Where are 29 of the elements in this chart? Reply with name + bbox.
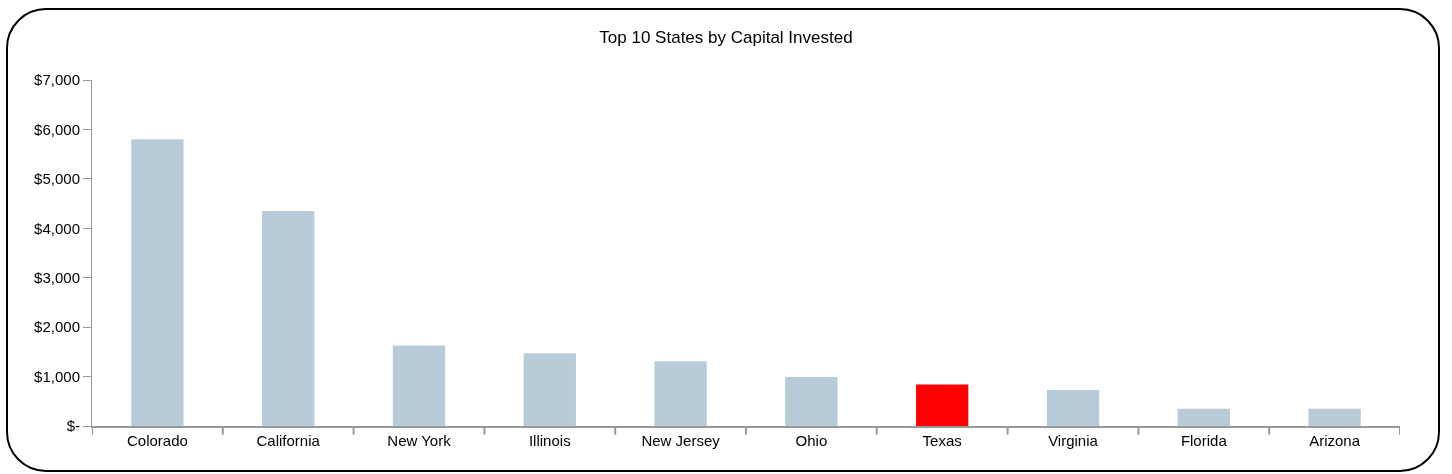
x-tick-label: Ohio <box>795 432 828 449</box>
bar <box>262 210 315 426</box>
bar <box>654 361 707 426</box>
y-tick-label: $- <box>66 417 80 435</box>
x-tick-label: Illinois <box>528 432 571 449</box>
y-tick-label: $4,000 <box>34 219 80 237</box>
x-tick-label: California <box>256 432 321 449</box>
chart-title: Top 10 States by Capital Invested <box>599 27 853 47</box>
bar <box>916 384 969 426</box>
y-tick-label: $1,000 <box>34 367 80 385</box>
bar <box>1177 408 1230 426</box>
x-tick-label: Texas <box>922 432 962 449</box>
y-tick-label: $5,000 <box>34 170 80 188</box>
x-tick-label: New York <box>387 432 452 449</box>
x-tick-label: Virginia <box>1048 432 1099 449</box>
x-tick-label: Arizona <box>1309 432 1361 449</box>
bar <box>392 345 446 426</box>
y-tick-label: $2,000 <box>34 318 80 336</box>
x-tick-label: New Jersey <box>641 432 721 449</box>
bar <box>1308 408 1361 426</box>
y-tick-label: $6,000 <box>34 120 80 138</box>
bar <box>785 377 838 426</box>
bar <box>1046 389 1100 426</box>
y-tick-label: $3,000 <box>34 268 80 286</box>
x-tick-label: Florida <box>1180 432 1228 449</box>
y-tick-label: $7,000 <box>34 71 80 89</box>
bar <box>131 139 184 426</box>
x-tick-label: Colorado <box>126 432 188 449</box>
bar <box>523 353 576 426</box>
